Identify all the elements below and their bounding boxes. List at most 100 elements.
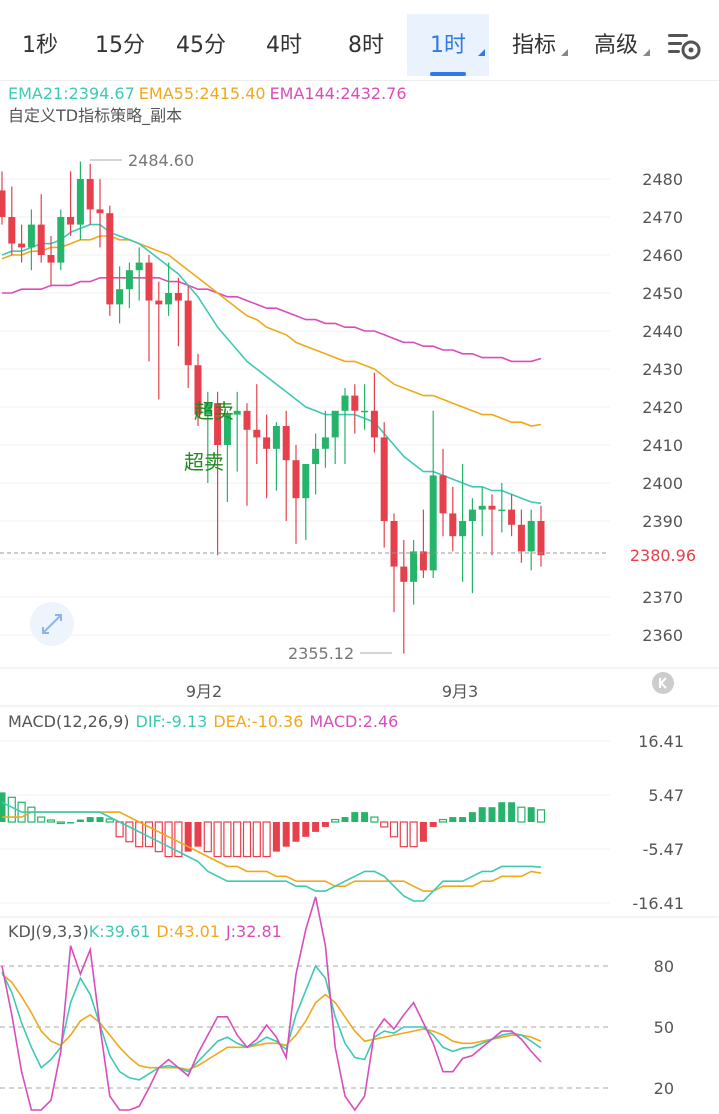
macd-bar	[76, 819, 84, 822]
kdj-j-line	[1, 896, 542, 1112]
candle-down	[67, 217, 75, 225]
scroll-end-icon[interactable]	[652, 672, 674, 694]
y-tick-label: 5.47	[648, 786, 684, 805]
ema21-legend: EMA21:2394.67	[8, 84, 135, 103]
macd-histogram	[0, 792, 546, 858]
y-tick-label: 2370	[642, 588, 683, 607]
candle-up	[498, 509, 506, 512]
expand-icon[interactable]	[30, 602, 74, 646]
macd-bar	[46, 819, 56, 823]
kdj-lines	[1, 896, 542, 1112]
candle-down	[155, 300, 163, 305]
candle-down	[390, 521, 398, 567]
candle-up	[302, 464, 310, 499]
macd-bar	[468, 812, 476, 822]
macd-bar	[351, 812, 359, 822]
dropdown-triangle-icon	[561, 49, 568, 56]
kdj-j-legend: J:32.81	[225, 922, 282, 941]
ema144-line	[2, 276, 542, 363]
macd-bar	[409, 821, 418, 848]
candle-up	[361, 410, 369, 413]
candle-down	[0, 190, 6, 217]
candlesticks	[0, 161, 545, 654]
macd-dea-legend: DEA:-10.36	[213, 712, 303, 731]
candle-down	[282, 426, 290, 461]
macd-bar	[536, 809, 546, 823]
candle-up	[135, 262, 143, 271]
tab-8h[interactable]: 8时	[330, 14, 402, 76]
candle-up	[272, 426, 280, 449]
macd-dif-legend: DIF:-9.13	[136, 712, 208, 731]
y-tick-label: 2450	[642, 284, 683, 303]
tab-advanced[interactable]: 高级	[578, 14, 654, 76]
candle-down	[370, 410, 378, 438]
tab-label: 4时	[266, 33, 302, 58]
macd-bar	[262, 821, 271, 858]
kdj-y-axis: 80 50 20	[654, 957, 674, 1098]
macd-bar	[125, 821, 134, 843]
tab-4h[interactable]: 4时	[248, 14, 320, 76]
tab-label: 8时	[348, 33, 384, 58]
candle-down	[47, 255, 55, 263]
chart-settings-icon[interactable]	[664, 28, 704, 66]
strategy-label: 自定义TD指标策略_副本	[8, 106, 182, 126]
oversold-signal: 超卖	[194, 399, 234, 423]
y-tick-label: 20	[654, 1079, 674, 1098]
timeframe-tab-bar: 1秒 15分 45分 4时 8时 1时 指标 高级	[0, 0, 719, 81]
macd-bar	[242, 821, 252, 858]
macd-bar	[292, 822, 300, 842]
macd-bar	[115, 821, 124, 838]
macd-bar	[478, 807, 486, 822]
tab-1s[interactable]: 1秒	[4, 14, 76, 76]
y-tick-label: 2480	[642, 170, 683, 189]
macd-bar	[96, 817, 104, 822]
tab-label: 指标	[511, 33, 556, 58]
candle-up	[204, 403, 212, 415]
macd-bar	[135, 821, 144, 848]
macd-bar	[27, 806, 36, 823]
tab-label: 高级	[593, 33, 638, 58]
macd-bar	[56, 821, 65, 825]
candle-down	[37, 224, 45, 255]
macd-bar	[7, 796, 16, 823]
macd-legend: MACD(12,26,9) DIF:-9.13 DEA:-10.36 MACD:2.4…	[8, 712, 398, 731]
candle-up	[459, 521, 467, 537]
y-tick-label: 80	[654, 957, 674, 976]
macd-bar	[0, 792, 6, 822]
macd-bar	[429, 822, 437, 827]
macd-bar	[37, 816, 46, 823]
candle-down	[253, 429, 261, 438]
macd-bar	[449, 817, 457, 822]
high-price-label: 2484.60	[128, 151, 194, 170]
macd-bar	[498, 802, 506, 822]
candle-up	[478, 505, 486, 510]
dea-line	[2, 811, 542, 892]
tab-1h[interactable]: 1时	[407, 14, 489, 76]
tab-15m[interactable]: 15分	[84, 14, 156, 76]
candle-down	[106, 213, 114, 305]
y-tick-label: 2410	[642, 436, 683, 455]
tab-45m[interactable]: 45分	[165, 14, 237, 76]
macd-bar	[223, 821, 232, 858]
candle-down	[8, 217, 16, 244]
candle-down	[214, 403, 222, 445]
macd-bar	[233, 821, 242, 858]
candle-up	[312, 448, 320, 464]
tab-indicators[interactable]: 指标	[496, 14, 572, 76]
y-tick-label: 2440	[642, 322, 683, 341]
macd-bar	[389, 821, 399, 838]
candle-up	[116, 289, 124, 305]
y-tick-label: 2470	[642, 208, 683, 227]
macd-bar	[399, 821, 408, 848]
candle-down	[508, 509, 516, 525]
candle-up	[410, 551, 418, 582]
candle-up	[57, 217, 65, 263]
macd-bar	[321, 822, 329, 827]
macd-bar	[203, 821, 212, 853]
candle-down	[517, 524, 525, 552]
macd-bar	[370, 816, 379, 823]
candle-up	[233, 410, 241, 415]
macd-bar	[438, 818, 448, 823]
tab-label: 1秒	[22, 33, 58, 58]
